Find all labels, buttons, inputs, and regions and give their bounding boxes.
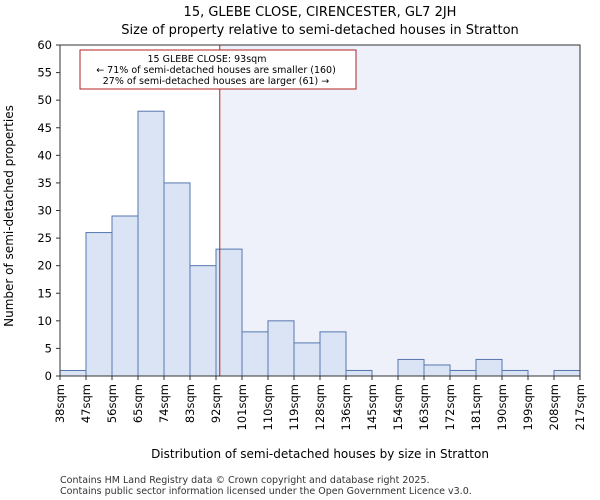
bar-154sqm (397, 358, 425, 377)
bar-83sqm (189, 265, 217, 377)
bar-74sqm (163, 182, 191, 377)
bar-172sqm (449, 369, 477, 377)
y-tick-label: 35 (37, 176, 52, 190)
annotation-box: 15 GLEBE CLOSE: 93sqm ← 71% of semi-deta… (79, 49, 357, 90)
bars-group (59, 110, 581, 377)
x-tick-label-101sqm: 101sqm (235, 384, 249, 430)
x-tick-label-74sqm: 74sqm (157, 384, 171, 423)
plot-area (59, 44, 581, 377)
x-tick-label-47sqm: 47sqm (79, 384, 93, 423)
bar-101sqm (241, 331, 269, 377)
x-tick-label-128sqm: 128sqm (313, 384, 327, 430)
x-tick-label-208sqm: 208sqm (547, 384, 561, 430)
x-tick-label-92sqm: 92sqm (209, 384, 223, 423)
x-tick-label-181sqm: 181sqm (469, 384, 483, 430)
x-tick-label-199sqm: 199sqm (521, 384, 535, 430)
x-tick-label-38sqm: 38sqm (53, 384, 67, 423)
x-axis-title: Distribution of semi-detached houses by … (151, 447, 489, 461)
x-axis: 38sqm 47sqm 56sqm 65sqm 74sqm 83sqm 92sqm 101sq… (53, 376, 587, 430)
footer-licence: Contains public sector information licen… (60, 486, 472, 497)
bar-190sqm (501, 369, 529, 377)
y-tick-label: 30 (37, 204, 52, 218)
y-tick-label: 40 (37, 148, 52, 162)
y-tick-label: 45 (37, 121, 52, 135)
x-tick-label-163sqm: 163sqm (417, 384, 431, 430)
y-tick-label: 55 (37, 66, 52, 80)
x-tick-label-83sqm: 83sqm (183, 384, 197, 423)
bar-47sqm (85, 232, 113, 377)
chart-main-title: 15, GLEBE CLOSE, CIRENCESTER, GL7 2JH (184, 5, 457, 20)
bar-110sqm (267, 320, 295, 377)
y-axis: 0 5 10 15 20 25 30 35 40 45 50 55 60 (37, 38, 60, 383)
x-tick-label-217sqm: 217sqm (573, 384, 587, 430)
y-tick-label: 25 (37, 231, 52, 245)
x-tick-label-65sqm: 65sqm (131, 384, 145, 423)
bar-38sqm (59, 369, 87, 377)
bar-65sqm (137, 110, 165, 377)
annotation-larger: 27% of semi-detached houses are larger (… (103, 76, 330, 87)
bar-56sqm (111, 215, 139, 377)
y-tick-label: 20 (37, 259, 52, 273)
bar-181sqm (475, 358, 503, 377)
x-tick-label-154sqm: 154sqm (391, 384, 405, 430)
y-tick-label: 60 (37, 38, 52, 52)
y-axis-title: Number of semi-detached properties (2, 105, 16, 327)
bar-208sqm (553, 369, 581, 377)
bar-136sqm (345, 369, 373, 377)
x-tick-label-56sqm: 56sqm (105, 384, 119, 423)
annotation-title: 15 GLEBE CLOSE: 93sqm (148, 54, 267, 65)
annotation-smaller: ← 71% of semi-detached houses are smalle… (96, 65, 336, 76)
annotation-frame (79, 49, 357, 90)
y-tick-label: 15 (37, 286, 52, 300)
x-tick-label-136sqm: 136sqm (339, 384, 353, 430)
y-tick-label: 50 (37, 93, 52, 107)
x-tick-label-190sqm: 190sqm (495, 384, 509, 430)
x-tick-label-110sqm: 110sqm (261, 384, 275, 430)
x-tick-label-145sqm: 145sqm (365, 384, 379, 430)
y-tick-label: 0 (45, 369, 52, 383)
bar-163sqm (423, 364, 451, 377)
bar-119sqm (293, 342, 321, 377)
x-tick-label-172sqm: 172sqm (443, 384, 457, 430)
footer-copyright: Contains HM Land Registry data © Crown c… (60, 475, 430, 486)
y-tick-label: 10 (37, 314, 52, 328)
y-tick-label: 5 (45, 341, 52, 355)
bar-128sqm (319, 331, 347, 377)
x-tick-label-119sqm: 119sqm (287, 384, 301, 430)
chart-subtitle: Size of property relative to semi-detach… (121, 23, 519, 38)
